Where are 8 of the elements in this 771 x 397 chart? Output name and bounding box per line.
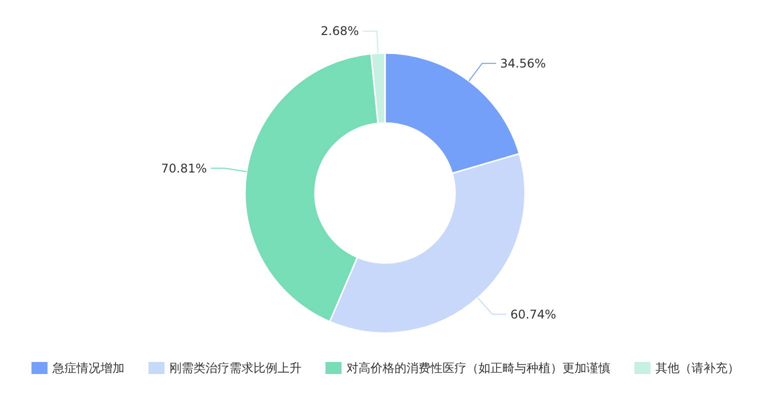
data-label: 2.68% <box>320 24 359 38</box>
data-label: 60.74% <box>510 307 556 322</box>
legend-label: 其他（请补充） <box>656 361 740 375</box>
legend-label: 刚需类治疗需求比例上升 <box>170 361 302 375</box>
data-label: 70.81% <box>161 161 207 176</box>
data-label: 34.56% <box>500 56 546 70</box>
legend-label: 急症情况增加 <box>52 361 124 375</box>
legend-label: 对高价格的消费性医疗（如正畸与种植）更加谨慎 <box>346 361 610 375</box>
